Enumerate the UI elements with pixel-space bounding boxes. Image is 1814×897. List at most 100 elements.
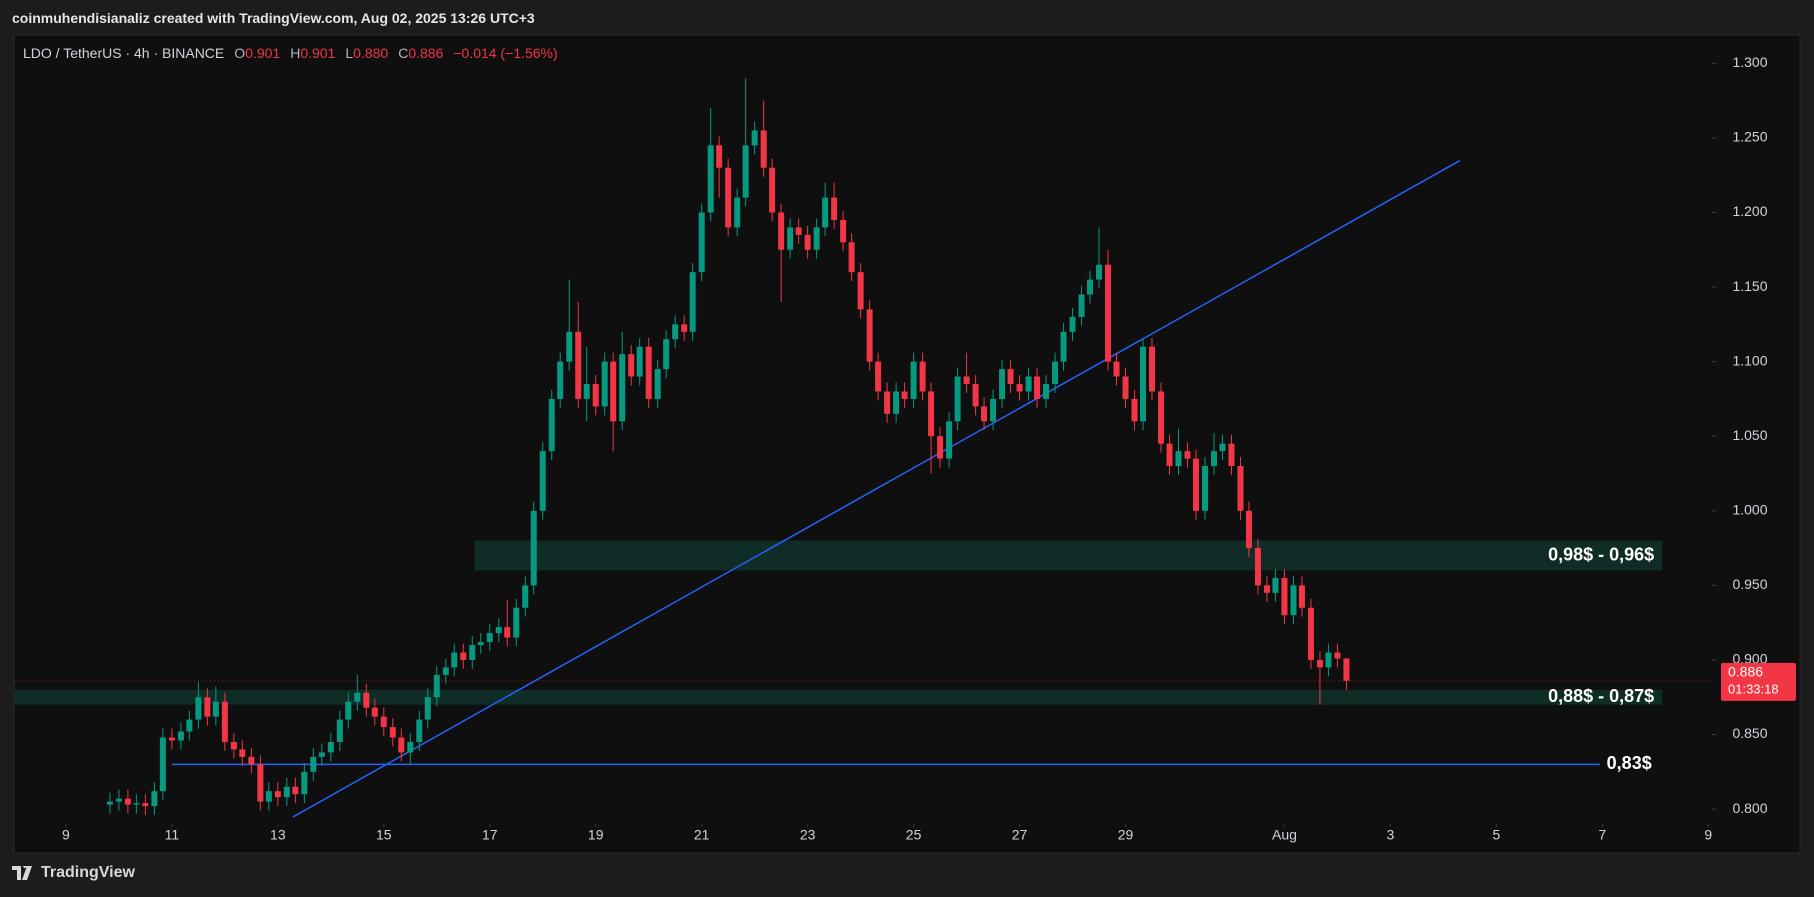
y-tick-label: 1.050 — [1732, 427, 1767, 443]
y-tick-label: 1.300 — [1732, 54, 1767, 70]
candle-body — [1192, 458, 1199, 511]
candle-body — [840, 219, 847, 243]
candle-body — [1122, 376, 1129, 399]
y-tick-label: 0.900 — [1732, 651, 1767, 667]
candle-body — [1272, 577, 1279, 593]
brand: TradingView — [41, 864, 135, 881]
candle-body — [1052, 361, 1059, 385]
candle-body — [1016, 384, 1023, 392]
candle-body — [1228, 443, 1235, 467]
candle-body — [1034, 376, 1041, 399]
candle-body — [1007, 369, 1014, 385]
zone-label: 0,88$ - 0,87$ — [1548, 686, 1654, 706]
price-change: −0.014 (−1.56%) — [453, 45, 558, 61]
candle-body — [1254, 548, 1261, 586]
candle-body — [848, 242, 855, 273]
candle-body — [230, 741, 237, 750]
y-tick-label: 1.150 — [1732, 278, 1767, 294]
candle-body — [999, 369, 1006, 399]
candle-body — [734, 197, 741, 228]
candle-body — [557, 361, 564, 399]
candle-body — [530, 510, 537, 586]
y-tick-label: 0.800 — [1732, 800, 1767, 816]
candle-body — [1343, 658, 1350, 681]
candle-body — [1263, 585, 1270, 593]
candle-body — [804, 234, 811, 250]
candle-body — [619, 354, 626, 422]
candle-body — [380, 716, 387, 728]
candle-body — [283, 786, 290, 798]
candle-body — [663, 339, 670, 370]
candle-body — [769, 167, 776, 213]
ohlc-key: C — [398, 45, 409, 61]
ohlc-value: 0.880 — [353, 45, 389, 61]
candle-body — [177, 731, 184, 741]
candle-body — [469, 645, 476, 660]
candle-body — [407, 741, 414, 753]
candle-body — [1184, 451, 1191, 459]
candle-body — [433, 674, 440, 698]
candle-body — [963, 376, 970, 385]
candle-body — [477, 642, 484, 646]
candle-body — [212, 701, 219, 717]
candle-body — [124, 798, 131, 805]
candle-body — [875, 361, 882, 392]
candle-body — [672, 324, 679, 340]
candle-body — [1281, 577, 1288, 616]
candle-body — [566, 331, 573, 362]
candle-body — [115, 798, 122, 802]
candle-body — [910, 361, 917, 399]
candle-body — [442, 667, 449, 675]
candle-body — [301, 771, 308, 795]
chart-frame — [13, 34, 1801, 854]
candle-body — [928, 391, 935, 437]
candle-body — [1096, 264, 1103, 280]
candle-body — [106, 801, 113, 805]
candle-body — [186, 719, 193, 732]
ohlc-key: O — [234, 45, 246, 61]
candle-body — [751, 130, 758, 146]
candle-body — [946, 421, 953, 459]
candle-body — [1245, 510, 1252, 549]
candle-body — [742, 145, 749, 198]
candle-body — [1131, 398, 1138, 422]
candle-body — [327, 741, 334, 753]
candle-body — [698, 212, 705, 273]
candle-body — [451, 652, 458, 668]
last-price: 0.886 — [1728, 664, 1763, 680]
x-tick-label: Aug — [1272, 827, 1297, 843]
ohlc-key: H — [290, 45, 301, 61]
candle-body — [1290, 585, 1297, 616]
x-tick-label: 5 — [1492, 827, 1500, 843]
candle-body — [1237, 466, 1244, 511]
y-tick-label: 1.250 — [1732, 129, 1767, 145]
candle-body — [1139, 346, 1146, 422]
level-label: 0,83$ — [1607, 753, 1652, 773]
candle-body — [460, 652, 467, 660]
candle-body — [1307, 607, 1314, 660]
candle-body — [1025, 376, 1032, 392]
candle-body — [813, 227, 820, 250]
x-tick-label: 7 — [1598, 827, 1606, 843]
candle-body — [354, 692, 361, 702]
candle-body — [610, 361, 617, 422]
y-tick-label: 0.850 — [1732, 725, 1767, 741]
candle-body — [159, 737, 166, 792]
countdown: 01:33:18 — [1728, 681, 1779, 696]
candle-body — [795, 227, 802, 235]
candle-body — [583, 384, 590, 399]
candle-body — [398, 737, 405, 753]
zone — [14, 689, 1663, 705]
candle-body — [424, 697, 431, 720]
candle-body — [1201, 466, 1208, 511]
candle-body — [725, 167, 732, 228]
ohlc-value: 0.886 — [408, 45, 444, 61]
candle-body — [919, 361, 926, 392]
candle-body — [1175, 451, 1182, 467]
candle-body — [1166, 443, 1173, 467]
candle-body — [1113, 361, 1120, 377]
candle-body — [195, 697, 202, 720]
candle-body — [504, 627, 511, 638]
candle-body — [416, 719, 423, 742]
